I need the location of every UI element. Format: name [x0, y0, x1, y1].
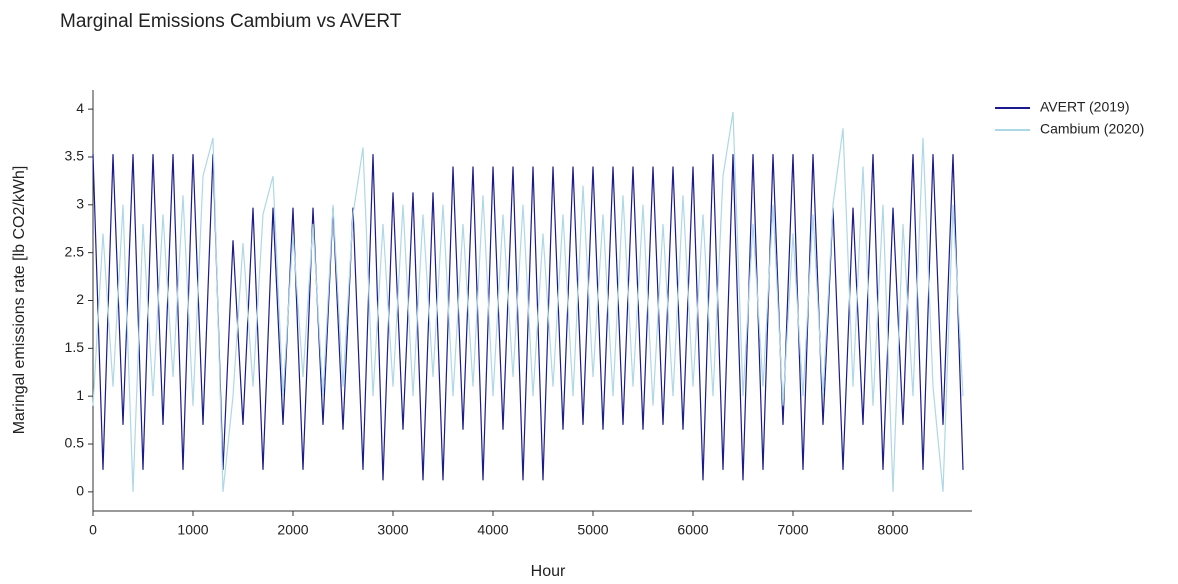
- y-axis-label: Maringal emissions rate [lb CO2/kWh]: [11, 166, 28, 435]
- y-tick-label: 1: [76, 387, 84, 403]
- y-tick-label: 3.5: [65, 148, 85, 164]
- x-tick-label: 1000: [177, 522, 208, 538]
- y-tick-label: 0.5: [65, 435, 85, 451]
- x-tick-label: 7000: [777, 522, 808, 538]
- line: [92, 111, 964, 492]
- x-tick-label: 4000: [477, 522, 508, 538]
- legend-label: Cambium (2020): [1040, 121, 1144, 137]
- x-axis-label: Hour: [531, 563, 566, 580]
- y-tick-label: 0: [76, 483, 84, 499]
- legend-label: AVERT (2019): [1040, 99, 1130, 115]
- x-tick-label: 6000: [677, 522, 708, 538]
- y-tick-label: 3: [76, 196, 84, 212]
- y-tick-label: 1.5: [65, 339, 85, 355]
- x-tick-label: 3000: [377, 522, 408, 538]
- x-tick-label: 2000: [277, 522, 308, 538]
- chart-title: Marginal Emissions Cambium vs AVERT: [60, 11, 402, 32]
- x-tick-label: 0: [89, 522, 97, 538]
- x-tick-label: 8000: [877, 522, 908, 538]
- line: [92, 154, 964, 481]
- y-tick-label: 2: [76, 291, 84, 307]
- y-tick-label: 2.5: [65, 243, 85, 259]
- x-tick-label: 5000: [577, 522, 608, 538]
- y-tick-label: 4: [76, 100, 84, 116]
